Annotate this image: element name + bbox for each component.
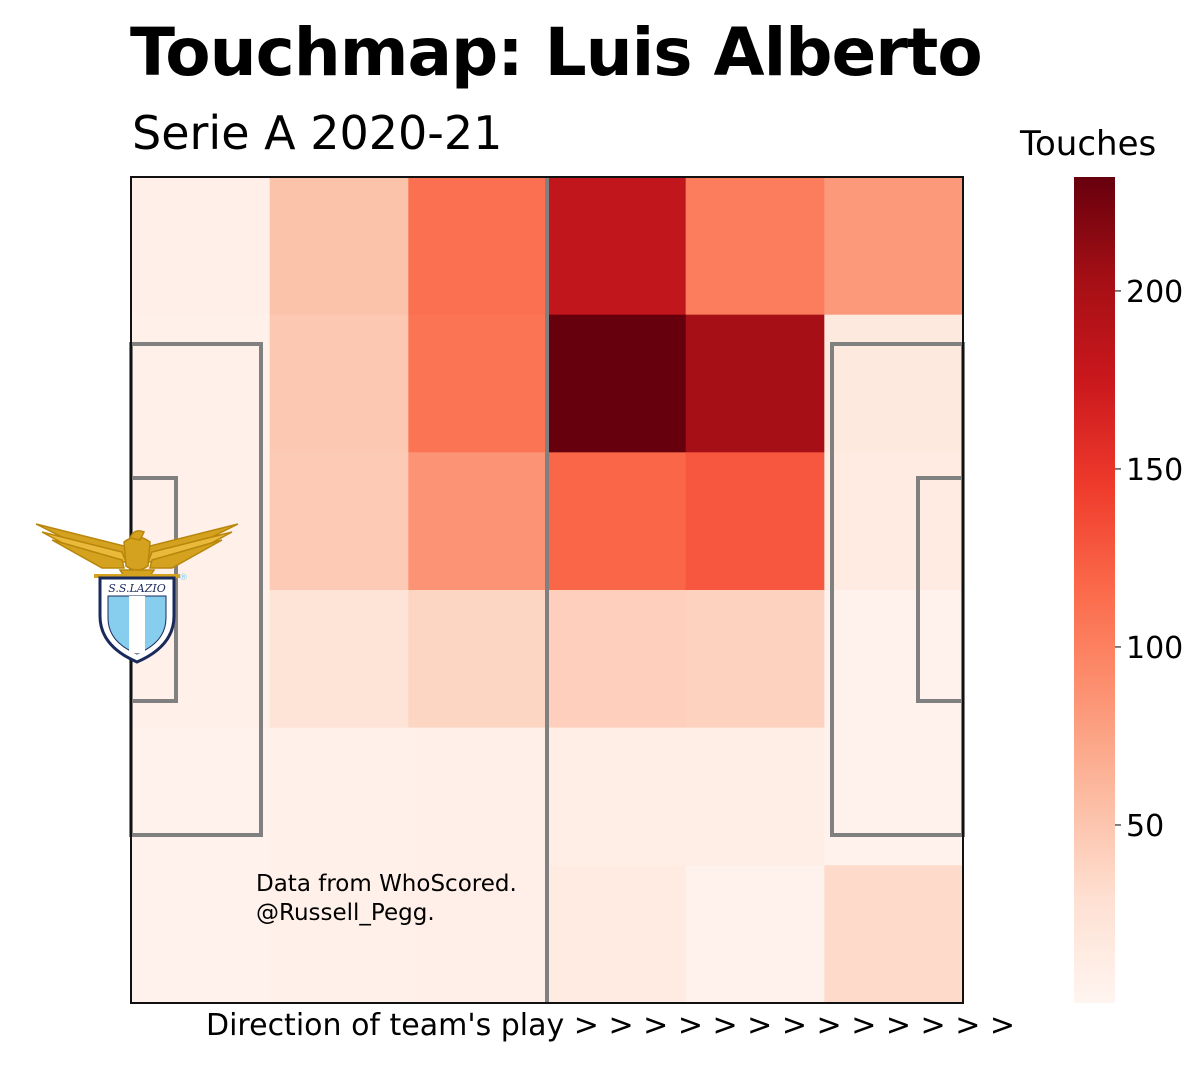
colorbar-tick-label: 200 [1126, 275, 1183, 310]
heatmap-cell [269, 452, 409, 591]
heatmap-cell [685, 177, 825, 316]
heatmap-cell [408, 177, 548, 316]
colorbar-tick-label: 150 [1126, 453, 1183, 488]
colorbar-label: Touches [1020, 124, 1157, 164]
heatmap-cell [269, 590, 409, 729]
heatmap-cell [824, 727, 964, 866]
heatmap-cell [547, 452, 687, 591]
heatmap-cell [685, 727, 825, 866]
heatmap-cell [685, 590, 825, 729]
credit-line-author: @Russell_Pegg. [256, 900, 435, 926]
heatmap-cell [547, 314, 687, 453]
heatmap-cell [824, 590, 964, 729]
heatmap-cell [685, 452, 825, 591]
heatmap-cell [269, 177, 409, 316]
heatmap-cell [547, 865, 687, 1004]
heatmap-cell [547, 177, 687, 316]
heatmap-cell [131, 177, 271, 316]
heatmap-cell [685, 314, 825, 453]
heatmap-cell [547, 590, 687, 729]
heatmap-cell [824, 314, 964, 453]
heatmap-cell [408, 452, 548, 591]
heatmap-cell [269, 314, 409, 453]
heatmap-cell [685, 865, 825, 1004]
colorbar-ticks: 50 100 150 200 [1115, 275, 1183, 844]
heatmap-cell [408, 314, 548, 453]
heatmap-cell [547, 727, 687, 866]
heatmap-cell [824, 452, 964, 591]
heatmap-cell [269, 865, 409, 1004]
crest-text: S.S.LAZIO [108, 582, 166, 595]
eagle-icon [35, 523, 239, 577]
heatmap-cells [131, 177, 964, 1004]
heatmap-cell [408, 865, 548, 1004]
registered-icon: ® [179, 573, 188, 583]
lazio-crest: S.S.LAZIO ® [35, 523, 239, 664]
chart-subtitle: Serie A 2020-21 [132, 106, 503, 160]
heatmap-cell [269, 727, 409, 866]
heatmap-cell [131, 865, 271, 1004]
heatmap-cell [824, 865, 964, 1004]
heatmap-cell [408, 727, 548, 866]
credit-line-source: Data from WhoScored. [256, 871, 517, 897]
colorbar-tick-label: 100 [1126, 631, 1183, 666]
heatmap-cell [131, 727, 271, 866]
chart-title: Touchmap: Luis Alberto [130, 14, 983, 91]
colorbar [1074, 177, 1115, 1003]
colorbar-tick-label: 50 [1126, 809, 1164, 844]
heatmap-cell [408, 590, 548, 729]
heatmap-cell [824, 177, 964, 316]
heatmap-cell [131, 314, 271, 453]
data-credit: Data from WhoScored. @Russell_Pegg. [256, 870, 517, 928]
x-axis-label: Direction of team's play > > > > > > > >… [206, 1008, 1016, 1043]
